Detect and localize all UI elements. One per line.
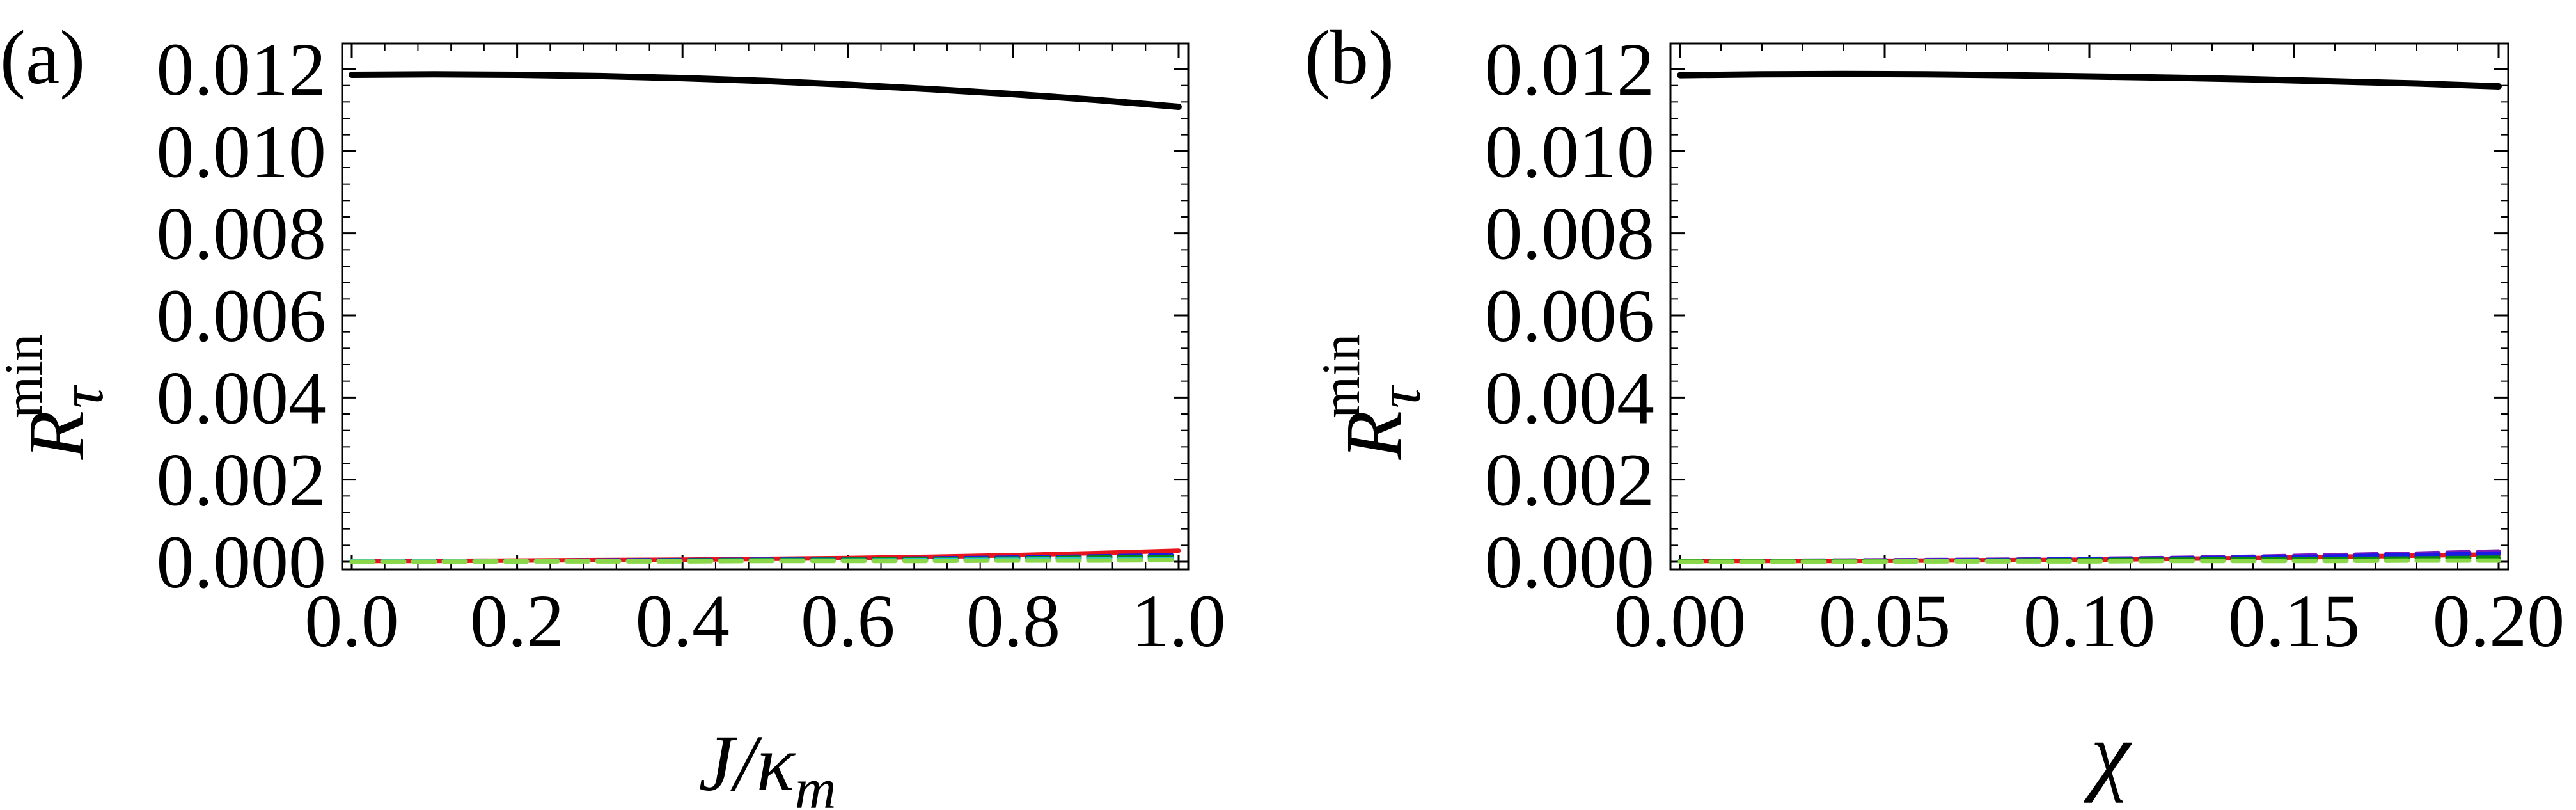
x-tick-label: 1.0 — [1131, 579, 1226, 663]
x-axis-label: χ — [2083, 704, 2132, 804]
y-tick-label: 0.010 — [1485, 109, 1655, 193]
y-axis-label: Rτmin — [1311, 334, 1433, 461]
x-tick-label: 0.15 — [2228, 579, 2360, 663]
series-line-0 — [1677, 70, 2502, 90]
y-tick-label: 0.012 — [1485, 28, 1655, 111]
x-tick-label: 0.10 — [2023, 579, 2156, 663]
y-axis-label-sup: min — [0, 334, 54, 418]
y-tick-label: 0.002 — [1485, 438, 1655, 522]
x-tick-label: 0.8 — [966, 579, 1061, 663]
x-axis-label: J/κm — [698, 720, 836, 810]
y-tick-label: 0.000 — [1485, 520, 1655, 604]
panel-label: (a) — [0, 15, 85, 100]
x-tick-label: 0.0 — [304, 579, 399, 663]
y-axis-label-main: R — [1330, 411, 1418, 460]
x-tick-label: 0.2 — [470, 579, 565, 663]
panel-label: (b) — [1305, 15, 1394, 100]
y-tick-label: 0.002 — [157, 438, 327, 522]
y-tick-label: 0.010 — [157, 109, 327, 193]
y-tick-label: 0.012 — [157, 28, 327, 111]
y-tick-label: 0.008 — [1485, 192, 1655, 276]
y-tick-label: 0.008 — [157, 192, 327, 276]
y-tick-label: 0.006 — [157, 274, 327, 358]
y-axis-label-sub: τ — [48, 385, 116, 408]
x-tick-label: 0.6 — [801, 579, 895, 663]
panel-a: (a) Rτmin J/κm 0.0000.0020.0040.0060.008… — [0, 15, 1226, 810]
series-line-0 — [349, 71, 1182, 110]
y-tick-label: 0.004 — [157, 356, 327, 440]
y-axis-label-sub: τ — [1365, 385, 1433, 408]
y-tick-label: 0.000 — [157, 520, 327, 604]
plot-frame — [1669, 42, 2509, 571]
svg-text:Rτmin: Rτmin — [0, 334, 116, 461]
y-axis-label: Rτmin — [0, 334, 116, 461]
panel-b: (b) Rτmin χ 0.0000.0020.0040.0060.0080.0… — [1305, 15, 2564, 804]
plot-frame — [341, 42, 1190, 571]
x-tick-label: 0.05 — [1819, 579, 1951, 663]
series-line-5 — [1677, 558, 2501, 564]
y-axis-label-sup: min — [1311, 334, 1371, 418]
svg-text:Rτmin: Rτmin — [1311, 334, 1433, 461]
x-tick-label: 0.4 — [635, 579, 730, 663]
y-tick-label: 0.004 — [1485, 356, 1655, 440]
x-tick-label: 0.20 — [2433, 579, 2565, 663]
y-tick-label: 0.006 — [1485, 274, 1655, 358]
y-axis-label-main: R — [13, 411, 101, 460]
series-line-5 — [349, 557, 1181, 564]
x-tick-label: 0.00 — [1614, 579, 1747, 663]
